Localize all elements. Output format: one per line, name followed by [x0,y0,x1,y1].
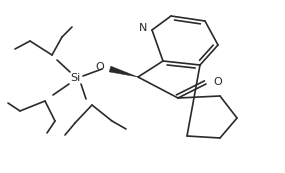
Text: O: O [213,77,222,87]
Text: O: O [95,62,104,72]
Text: N: N [139,23,147,33]
Polygon shape [109,66,138,77]
Text: Si: Si [70,73,80,83]
